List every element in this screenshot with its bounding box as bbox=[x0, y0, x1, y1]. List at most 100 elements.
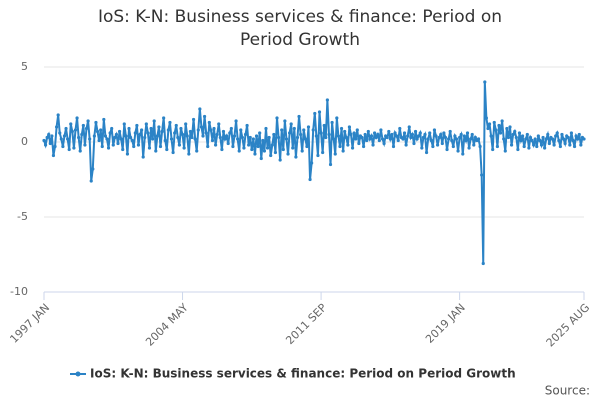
point bbox=[273, 150, 278, 155]
point bbox=[415, 137, 419, 141]
point bbox=[398, 126, 402, 131]
point bbox=[528, 135, 533, 140]
point bbox=[80, 132, 84, 137]
point bbox=[492, 120, 496, 125]
point bbox=[365, 138, 369, 143]
point bbox=[106, 146, 111, 150]
point bbox=[308, 177, 312, 182]
point bbox=[135, 123, 139, 128]
point bbox=[176, 135, 180, 140]
point bbox=[561, 137, 566, 141]
point bbox=[486, 126, 490, 131]
point bbox=[339, 126, 344, 131]
point bbox=[221, 129, 226, 134]
point bbox=[302, 128, 306, 132]
point bbox=[519, 138, 523, 143]
point bbox=[114, 132, 119, 137]
point bbox=[287, 131, 292, 135]
point bbox=[158, 144, 163, 149]
point bbox=[336, 134, 341, 138]
point bbox=[341, 149, 345, 153]
point bbox=[58, 131, 62, 135]
point bbox=[83, 143, 87, 147]
point bbox=[180, 132, 185, 137]
point bbox=[325, 98, 329, 102]
point bbox=[543, 146, 547, 150]
point bbox=[56, 113, 60, 117]
point bbox=[476, 137, 481, 141]
point bbox=[262, 149, 267, 153]
point bbox=[522, 144, 526, 149]
point bbox=[127, 126, 131, 131]
point bbox=[69, 122, 73, 126]
point bbox=[294, 155, 298, 159]
point bbox=[480, 173, 484, 177]
point bbox=[108, 131, 112, 135]
point bbox=[343, 129, 347, 134]
point bbox=[154, 149, 158, 153]
point bbox=[248, 135, 252, 140]
point bbox=[458, 135, 462, 140]
point bbox=[352, 131, 356, 135]
point bbox=[371, 143, 375, 147]
point bbox=[128, 135, 133, 140]
point bbox=[202, 114, 207, 119]
point bbox=[138, 132, 142, 137]
point bbox=[51, 153, 56, 158]
point bbox=[527, 146, 531, 150]
point bbox=[94, 120, 98, 125]
point bbox=[464, 138, 468, 143]
point bbox=[443, 135, 448, 140]
point bbox=[67, 147, 71, 152]
point bbox=[144, 122, 148, 126]
point bbox=[75, 116, 79, 120]
point bbox=[113, 135, 117, 140]
point bbox=[442, 131, 446, 135]
point bbox=[412, 141, 416, 146]
point bbox=[162, 116, 166, 120]
point bbox=[554, 134, 558, 138]
point bbox=[130, 138, 134, 143]
point bbox=[247, 143, 251, 147]
point bbox=[557, 138, 561, 143]
y-tick-label: -10 bbox=[10, 285, 28, 298]
point bbox=[86, 119, 90, 123]
point bbox=[206, 144, 210, 149]
point bbox=[525, 132, 529, 137]
point bbox=[495, 144, 500, 149]
point bbox=[59, 137, 63, 141]
point bbox=[448, 129, 452, 134]
point bbox=[355, 128, 359, 132]
point bbox=[289, 122, 293, 126]
point bbox=[105, 137, 109, 141]
point bbox=[179, 126, 183, 131]
point bbox=[217, 122, 221, 126]
point bbox=[377, 138, 381, 143]
point bbox=[283, 119, 287, 123]
point bbox=[421, 135, 426, 140]
point bbox=[258, 131, 262, 135]
point bbox=[174, 123, 178, 128]
point bbox=[204, 131, 208, 135]
point bbox=[184, 122, 188, 126]
point bbox=[387, 129, 391, 134]
point bbox=[256, 144, 260, 149]
point bbox=[505, 126, 509, 131]
point bbox=[472, 143, 476, 147]
point bbox=[363, 132, 367, 137]
point bbox=[391, 144, 396, 149]
point bbox=[426, 137, 430, 141]
point bbox=[275, 116, 279, 120]
point bbox=[402, 131, 407, 135]
point bbox=[177, 143, 181, 147]
point bbox=[360, 135, 364, 140]
point bbox=[195, 149, 199, 153]
point bbox=[92, 134, 96, 138]
point bbox=[168, 120, 172, 125]
point bbox=[536, 134, 540, 138]
point bbox=[544, 137, 548, 141]
point bbox=[462, 134, 466, 138]
point bbox=[121, 147, 125, 152]
point bbox=[270, 143, 274, 147]
point bbox=[191, 117, 196, 122]
